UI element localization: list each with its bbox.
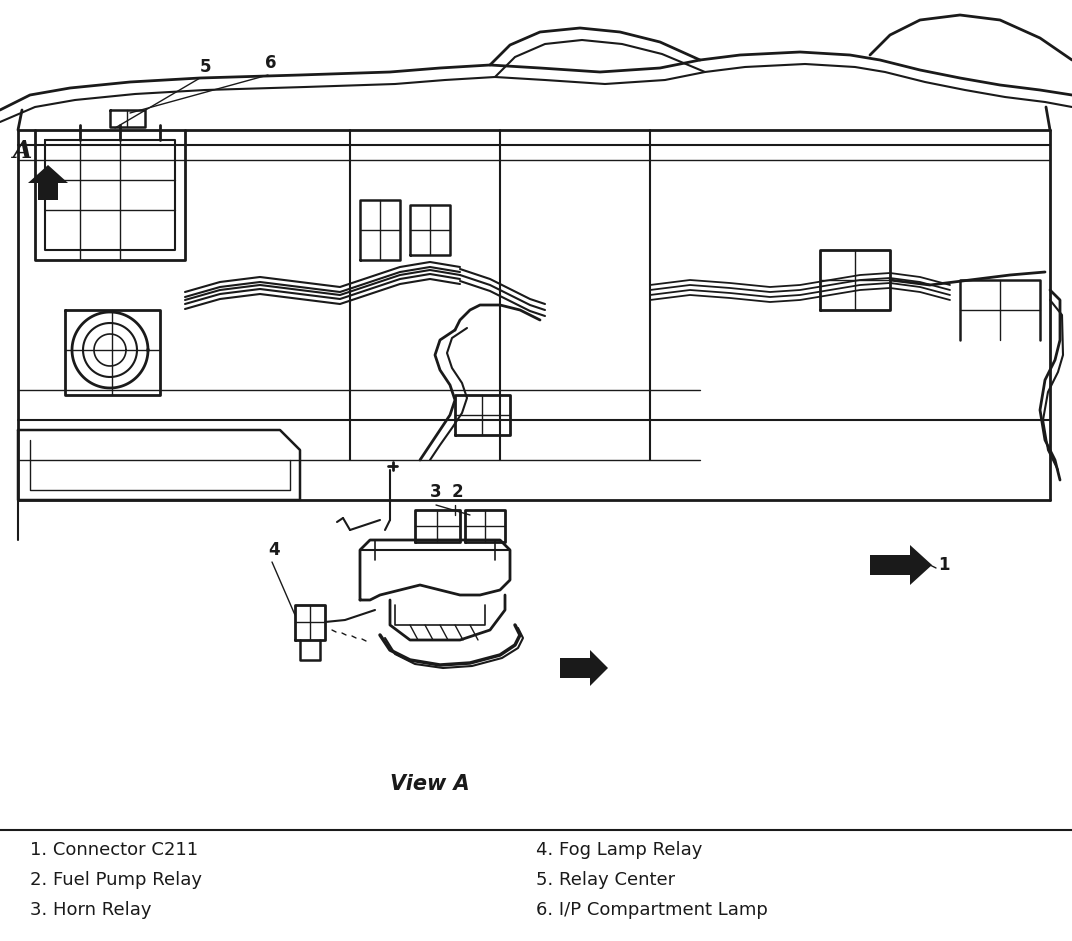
Text: 3. Horn Relay: 3. Horn Relay (30, 901, 151, 919)
Text: A: A (13, 139, 32, 163)
Text: 6. I/P Compartment Lamp: 6. I/P Compartment Lamp (536, 901, 768, 919)
Text: 5. Relay Center: 5. Relay Center (536, 871, 675, 889)
Text: 4: 4 (268, 541, 280, 559)
Polygon shape (870, 545, 932, 585)
Text: View A: View A (390, 774, 470, 794)
Text: 6: 6 (265, 54, 277, 72)
Polygon shape (560, 650, 608, 686)
Text: 1. Connector C211: 1. Connector C211 (30, 841, 198, 859)
Text: 4. Fog Lamp Relay: 4. Fog Lamp Relay (536, 841, 702, 859)
Text: 5: 5 (200, 58, 211, 76)
Text: 3: 3 (430, 483, 442, 501)
Polygon shape (28, 165, 68, 200)
Text: 2. Fuel Pump Relay: 2. Fuel Pump Relay (30, 871, 202, 889)
Text: 1: 1 (938, 556, 950, 574)
Text: 2: 2 (452, 483, 463, 501)
